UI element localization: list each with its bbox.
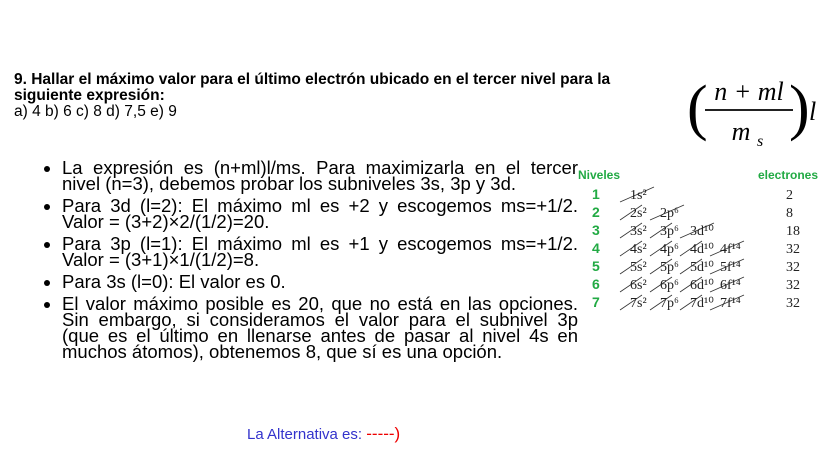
electron-count: 2: [786, 188, 793, 203]
orbital: 7d¹⁰: [690, 296, 714, 311]
right-paren: ): [789, 74, 810, 142]
header-niveles: Niveles: [578, 168, 620, 182]
left-paren: (: [687, 74, 708, 142]
orbital: 5p⁶: [660, 260, 679, 275]
orbital: 6d¹⁰: [690, 278, 714, 293]
diagonal-arrow: [679, 258, 703, 275]
diagonal-arrow: [649, 204, 685, 221]
diagonal-arrow: [619, 240, 643, 257]
orbital: 4d¹⁰: [690, 242, 714, 257]
electron-configuration-diagram: Niveles electrones 1 1s² 2 2 2s² 2p⁶ 8 3 3s² 3p⁶ 3d¹…: [578, 168, 818, 311]
explanation-list: La expresión es (n+ml)l/ms. Para maximiz…: [44, 158, 578, 366]
diagonal-arrow: [679, 222, 715, 239]
orbital: 3p⁶: [660, 224, 679, 239]
electron-count: 32: [786, 296, 800, 311]
orbital: 5s²: [630, 260, 647, 275]
orbital: 7f¹⁴: [720, 296, 741, 311]
orbital: 2p⁶: [660, 206, 679, 221]
orbital: 4p⁶: [660, 242, 679, 257]
electron-count: 32: [786, 260, 800, 275]
level-number: 4: [592, 240, 600, 256]
diagonal-arrow: [649, 258, 673, 275]
electron-count: 8: [786, 206, 793, 221]
list-item: Para 3d (l=2): El máximo ml es +2 y esco…: [62, 196, 578, 231]
orbital: 2s²: [630, 206, 647, 221]
electron-count: 32: [786, 242, 800, 257]
diagonal-arrow: [709, 240, 745, 257]
diagonal-arrow: [649, 222, 673, 239]
list-item: Para 3p (l=1): El máximo ml es +1 y esco…: [62, 234, 578, 269]
electron-count: 18: [786, 224, 800, 239]
diagonal-arrow: [679, 240, 703, 257]
answer-label: La Alternativa es:: [247, 426, 363, 443]
orbital: 1s²: [630, 188, 647, 203]
list-item: El valor máximo posible es 20, que no es…: [62, 294, 578, 361]
orbital: 4s²: [630, 242, 647, 257]
orbital: 4f¹⁴: [720, 242, 741, 257]
question-title: 9. Hallar el máximo valor para el último…: [14, 71, 611, 104]
level-number: 2: [592, 204, 600, 220]
orbital: 6s²: [630, 278, 647, 293]
electron-count: 32: [786, 278, 800, 293]
orbital: 3s²: [630, 224, 647, 239]
diagonal-arrow: [679, 294, 703, 311]
answer-line: La Alternativa es: -----): [247, 424, 400, 444]
list-item: La expresión es (n+ml)l/ms. Para maximiz…: [62, 158, 578, 193]
formula: ( n + ml m s ) l: [687, 74, 816, 150]
orbital: 7p⁶: [660, 296, 679, 311]
diagonal-arrow: [619, 258, 643, 275]
diagonal-arrow: [709, 258, 745, 275]
list-item: Para 3s (l=0): El valor es 0.: [62, 272, 578, 291]
level-number: 6: [592, 276, 600, 292]
diagonal-arrow: [709, 276, 745, 293]
orbital: 7s²: [630, 296, 647, 311]
level-number: 3: [592, 222, 600, 238]
orbital: 6f¹⁴: [720, 278, 741, 293]
diagonal-arrow: [619, 186, 655, 203]
answer-blank: -----): [366, 424, 401, 443]
formula-suffix: l: [809, 97, 816, 126]
diagonal-arrow: [649, 276, 673, 293]
formula-denominator-sub: s: [757, 133, 763, 150]
diagonal-arrow: [649, 240, 673, 257]
formula-numerator: n + ml: [714, 77, 784, 106]
diagonal-arrow: [619, 222, 643, 239]
question-options: a) 4 b) 6 c) 8 d) 7,5 e) 9: [14, 103, 177, 120]
orbital: 6p⁶: [660, 278, 679, 293]
diagonal-arrow: [709, 294, 745, 311]
diagonal-arrow: [649, 294, 673, 311]
diagonal-arrow: [679, 276, 703, 293]
formula-denominator: m: [732, 117, 751, 146]
header-electrones: electrones: [758, 168, 818, 182]
diagonal-arrow: [619, 276, 643, 293]
question: 9. Hallar el máximo valor para el último…: [14, 72, 664, 120]
orbital: 3d¹⁰: [690, 224, 714, 239]
orbital: 5d¹⁰: [690, 260, 714, 275]
level-number: 5: [592, 258, 600, 274]
diagonal-arrow: [619, 294, 643, 311]
level-number: 7: [592, 294, 600, 310]
level-number: 1: [592, 186, 600, 202]
diagonal-arrow: [619, 204, 643, 221]
orbital: 5f¹⁴: [720, 260, 741, 275]
